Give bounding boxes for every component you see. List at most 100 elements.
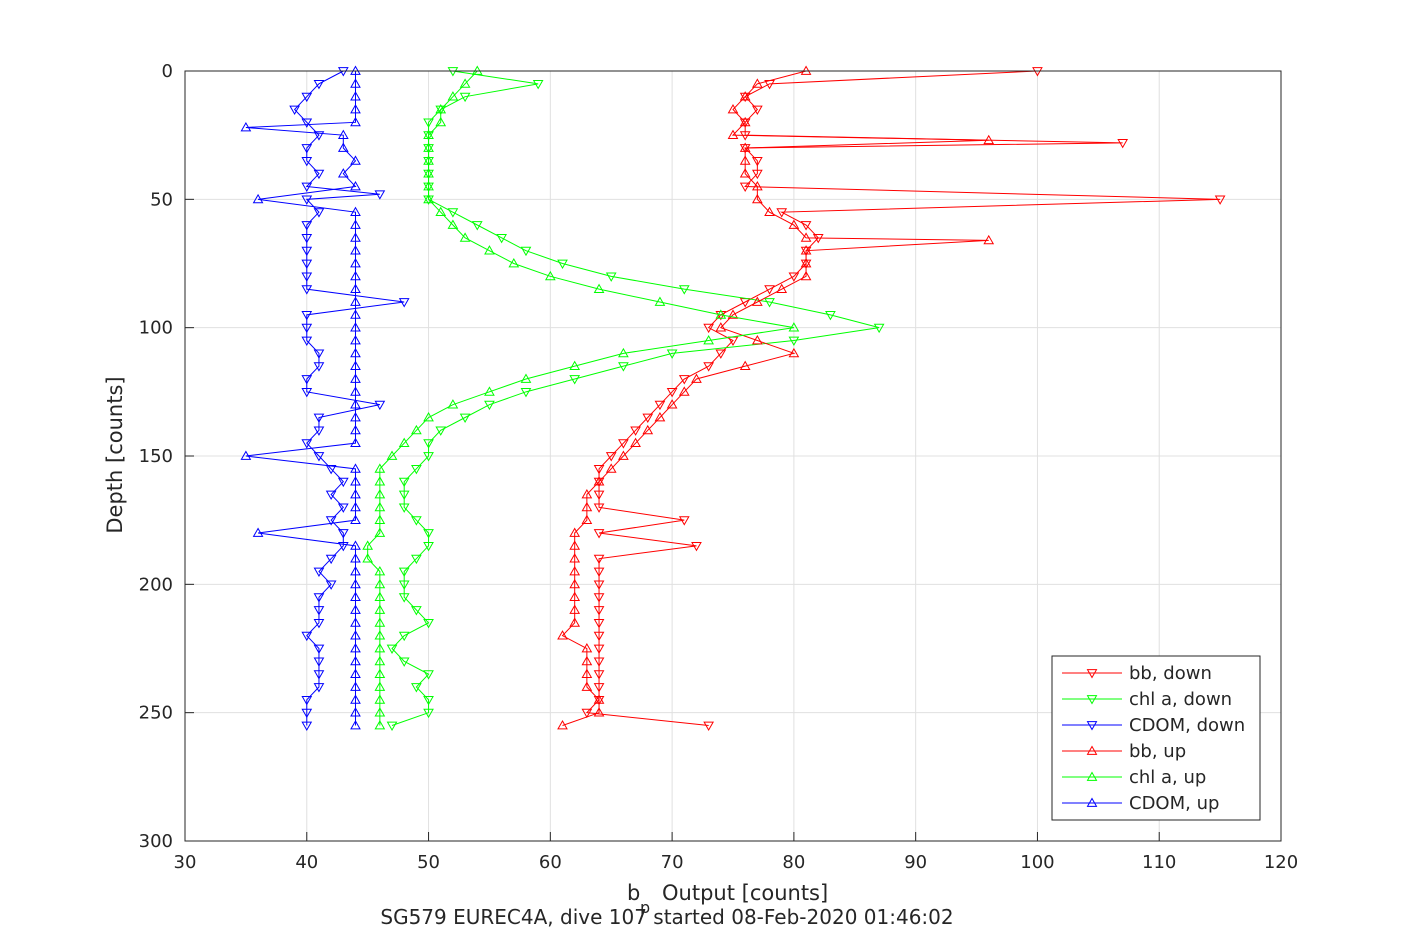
data-point bbox=[350, 642, 361, 653]
data-point bbox=[678, 375, 690, 385]
series-group bbox=[240, 65, 1226, 732]
data-point bbox=[337, 168, 349, 178]
data-point bbox=[289, 105, 300, 116]
data-point bbox=[313, 413, 325, 424]
data-point bbox=[350, 180, 361, 191]
data-point bbox=[423, 708, 434, 719]
data-point bbox=[313, 606, 325, 616]
data-point bbox=[350, 232, 361, 242]
data-point bbox=[569, 375, 581, 385]
data-point bbox=[435, 206, 447, 217]
data-point bbox=[605, 452, 617, 462]
x-tick-label: 30 bbox=[174, 852, 197, 873]
data-point bbox=[459, 232, 471, 242]
data-point bbox=[569, 360, 581, 371]
data-point bbox=[605, 272, 617, 282]
data-point bbox=[703, 334, 715, 345]
data-point bbox=[873, 323, 885, 334]
data-point bbox=[411, 464, 422, 475]
data-point bbox=[751, 296, 763, 306]
data-point bbox=[593, 657, 605, 667]
data-point bbox=[630, 437, 641, 448]
data-point bbox=[435, 103, 447, 114]
data-point bbox=[800, 246, 812, 257]
series-line bbox=[561, 70, 989, 726]
data-point bbox=[350, 591, 361, 602]
data-point bbox=[350, 270, 361, 281]
legend-marker bbox=[1086, 771, 1098, 781]
series-cdom-up bbox=[240, 65, 361, 730]
data-point bbox=[313, 169, 325, 180]
data-point bbox=[350, 424, 361, 435]
data-point bbox=[569, 540, 581, 550]
data-point bbox=[800, 232, 812, 242]
y-tick-label: 50 bbox=[150, 189, 173, 210]
x-axis-label-subscript: p bbox=[640, 898, 650, 917]
data-point bbox=[374, 488, 386, 499]
data-point bbox=[350, 309, 361, 319]
data-point bbox=[471, 221, 483, 231]
y-tick-label: 100 bbox=[139, 318, 173, 339]
data-point bbox=[423, 118, 434, 128]
data-point bbox=[423, 529, 434, 539]
data-point bbox=[593, 580, 605, 590]
y-tick-label: 0 bbox=[162, 61, 173, 82]
data-point bbox=[569, 527, 581, 537]
data-point bbox=[825, 310, 836, 321]
data-point bbox=[325, 516, 337, 526]
data-point bbox=[350, 488, 361, 499]
data-point bbox=[350, 65, 361, 75]
data-point bbox=[337, 503, 349, 513]
data-point bbox=[435, 116, 447, 127]
y-axis-label: Depth [counts] bbox=[103, 376, 127, 533]
y-tick-label: 250 bbox=[139, 703, 173, 724]
data-point bbox=[630, 426, 641, 436]
data-point bbox=[569, 565, 581, 576]
x-tick-label: 100 bbox=[1020, 852, 1054, 873]
data-point bbox=[593, 631, 605, 642]
y-tick-label: 200 bbox=[139, 574, 173, 595]
data-point bbox=[520, 373, 532, 383]
data-point bbox=[398, 503, 410, 513]
data-point bbox=[301, 182, 313, 193]
x-axis-label: b p Output [counts] bbox=[627, 881, 828, 917]
data-point bbox=[374, 630, 386, 640]
data-point bbox=[739, 116, 751, 127]
data-point bbox=[374, 190, 386, 200]
data-point bbox=[727, 103, 739, 114]
data-point bbox=[593, 464, 605, 475]
series-cdom-down bbox=[289, 67, 410, 732]
data-point bbox=[374, 565, 386, 576]
data-point bbox=[703, 323, 715, 334]
legend-item: chl a, up bbox=[1062, 767, 1206, 788]
data-point bbox=[666, 349, 678, 359]
x-tick-label: 80 bbox=[782, 852, 805, 873]
legend-label: chl a, down bbox=[1129, 689, 1232, 710]
data-point bbox=[678, 285, 690, 295]
data-point bbox=[593, 503, 605, 513]
y-tick-label: 300 bbox=[139, 831, 173, 852]
data-point bbox=[423, 142, 434, 152]
data-point bbox=[569, 578, 581, 589]
series-chl-a-up bbox=[362, 65, 800, 730]
data-point bbox=[350, 463, 361, 473]
series-line bbox=[367, 70, 794, 726]
data-point bbox=[751, 78, 763, 88]
data-point bbox=[240, 121, 252, 132]
data-point bbox=[350, 668, 361, 679]
data-point bbox=[484, 386, 495, 396]
data-point bbox=[374, 400, 386, 411]
data-point bbox=[581, 514, 593, 525]
x-tick-label: 110 bbox=[1142, 852, 1176, 873]
data-point bbox=[350, 219, 361, 229]
data-point bbox=[788, 272, 800, 282]
data-point bbox=[411, 424, 422, 435]
data-point bbox=[301, 336, 313, 347]
data-point bbox=[459, 92, 471, 103]
legend-item: bb, up bbox=[1062, 741, 1186, 762]
data-point bbox=[593, 707, 605, 717]
data-point bbox=[325, 554, 337, 565]
data-point bbox=[350, 283, 361, 294]
data-point bbox=[350, 681, 361, 691]
data-point bbox=[374, 578, 386, 589]
